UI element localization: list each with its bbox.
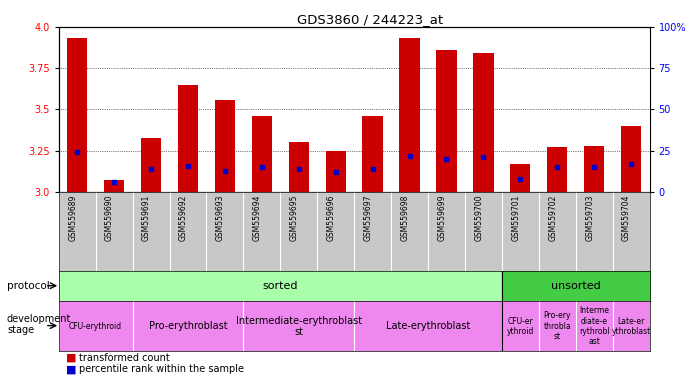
Text: GSM559695: GSM559695	[290, 194, 299, 241]
Bar	[215, 99, 235, 192]
Text: Interme
diate-e
rythrobl
ast: Interme diate-e rythrobl ast	[579, 306, 609, 346]
Text: Pro-erythroblast: Pro-erythroblast	[149, 321, 227, 331]
Text: GSM559702: GSM559702	[548, 194, 557, 241]
Text: GSM559701: GSM559701	[511, 194, 520, 241]
Bar	[252, 116, 272, 192]
Text: GSM559698: GSM559698	[401, 194, 410, 241]
Text: GSM559704: GSM559704	[622, 194, 631, 241]
Text: GSM559689: GSM559689	[68, 194, 77, 241]
Bar	[325, 151, 346, 192]
Text: GDS3860 / 244223_at: GDS3860 / 244223_at	[297, 13, 443, 26]
Bar	[289, 142, 309, 192]
Text: sorted: sorted	[263, 281, 298, 291]
Text: GSM559691: GSM559691	[142, 194, 151, 241]
Bar	[363, 116, 383, 192]
Text: GSM559693: GSM559693	[216, 194, 225, 241]
Text: unsorted: unsorted	[551, 281, 600, 291]
Bar	[178, 85, 198, 192]
Text: GSM559694: GSM559694	[253, 194, 262, 241]
Text: percentile rank within the sample: percentile rank within the sample	[79, 364, 245, 374]
Bar	[67, 38, 87, 192]
Text: GSM559697: GSM559697	[363, 194, 372, 241]
Text: ■: ■	[66, 353, 76, 363]
Text: Pro-ery
throbla
st: Pro-ery throbla st	[543, 311, 571, 341]
Text: ■: ■	[66, 364, 76, 374]
Bar	[399, 38, 419, 192]
Text: GSM559696: GSM559696	[327, 194, 336, 241]
Text: transformed count: transformed count	[79, 353, 170, 363]
Text: protocol: protocol	[7, 281, 50, 291]
Bar	[621, 126, 641, 192]
Bar	[104, 180, 124, 192]
Text: GSM559703: GSM559703	[585, 194, 594, 241]
Text: GSM559699: GSM559699	[437, 194, 446, 241]
Bar	[436, 50, 457, 192]
Bar	[547, 147, 567, 192]
Text: Intermediate-erythroblast
st: Intermediate-erythroblast st	[236, 316, 362, 337]
Bar	[584, 146, 605, 192]
Text: CFU-erythroid: CFU-erythroid	[69, 322, 122, 331]
Text: GSM559692: GSM559692	[179, 194, 188, 241]
Bar	[510, 164, 531, 192]
Text: Late-erythroblast: Late-erythroblast	[386, 321, 470, 331]
Text: CFU-er
ythroid: CFU-er ythroid	[507, 317, 534, 336]
Text: GSM559690: GSM559690	[105, 194, 114, 241]
Text: development
stage: development stage	[7, 314, 71, 335]
Bar	[141, 137, 161, 192]
Bar	[473, 53, 493, 192]
Text: Late-er
ythroblast: Late-er ythroblast	[612, 317, 651, 336]
Text: GSM559700: GSM559700	[475, 194, 484, 241]
